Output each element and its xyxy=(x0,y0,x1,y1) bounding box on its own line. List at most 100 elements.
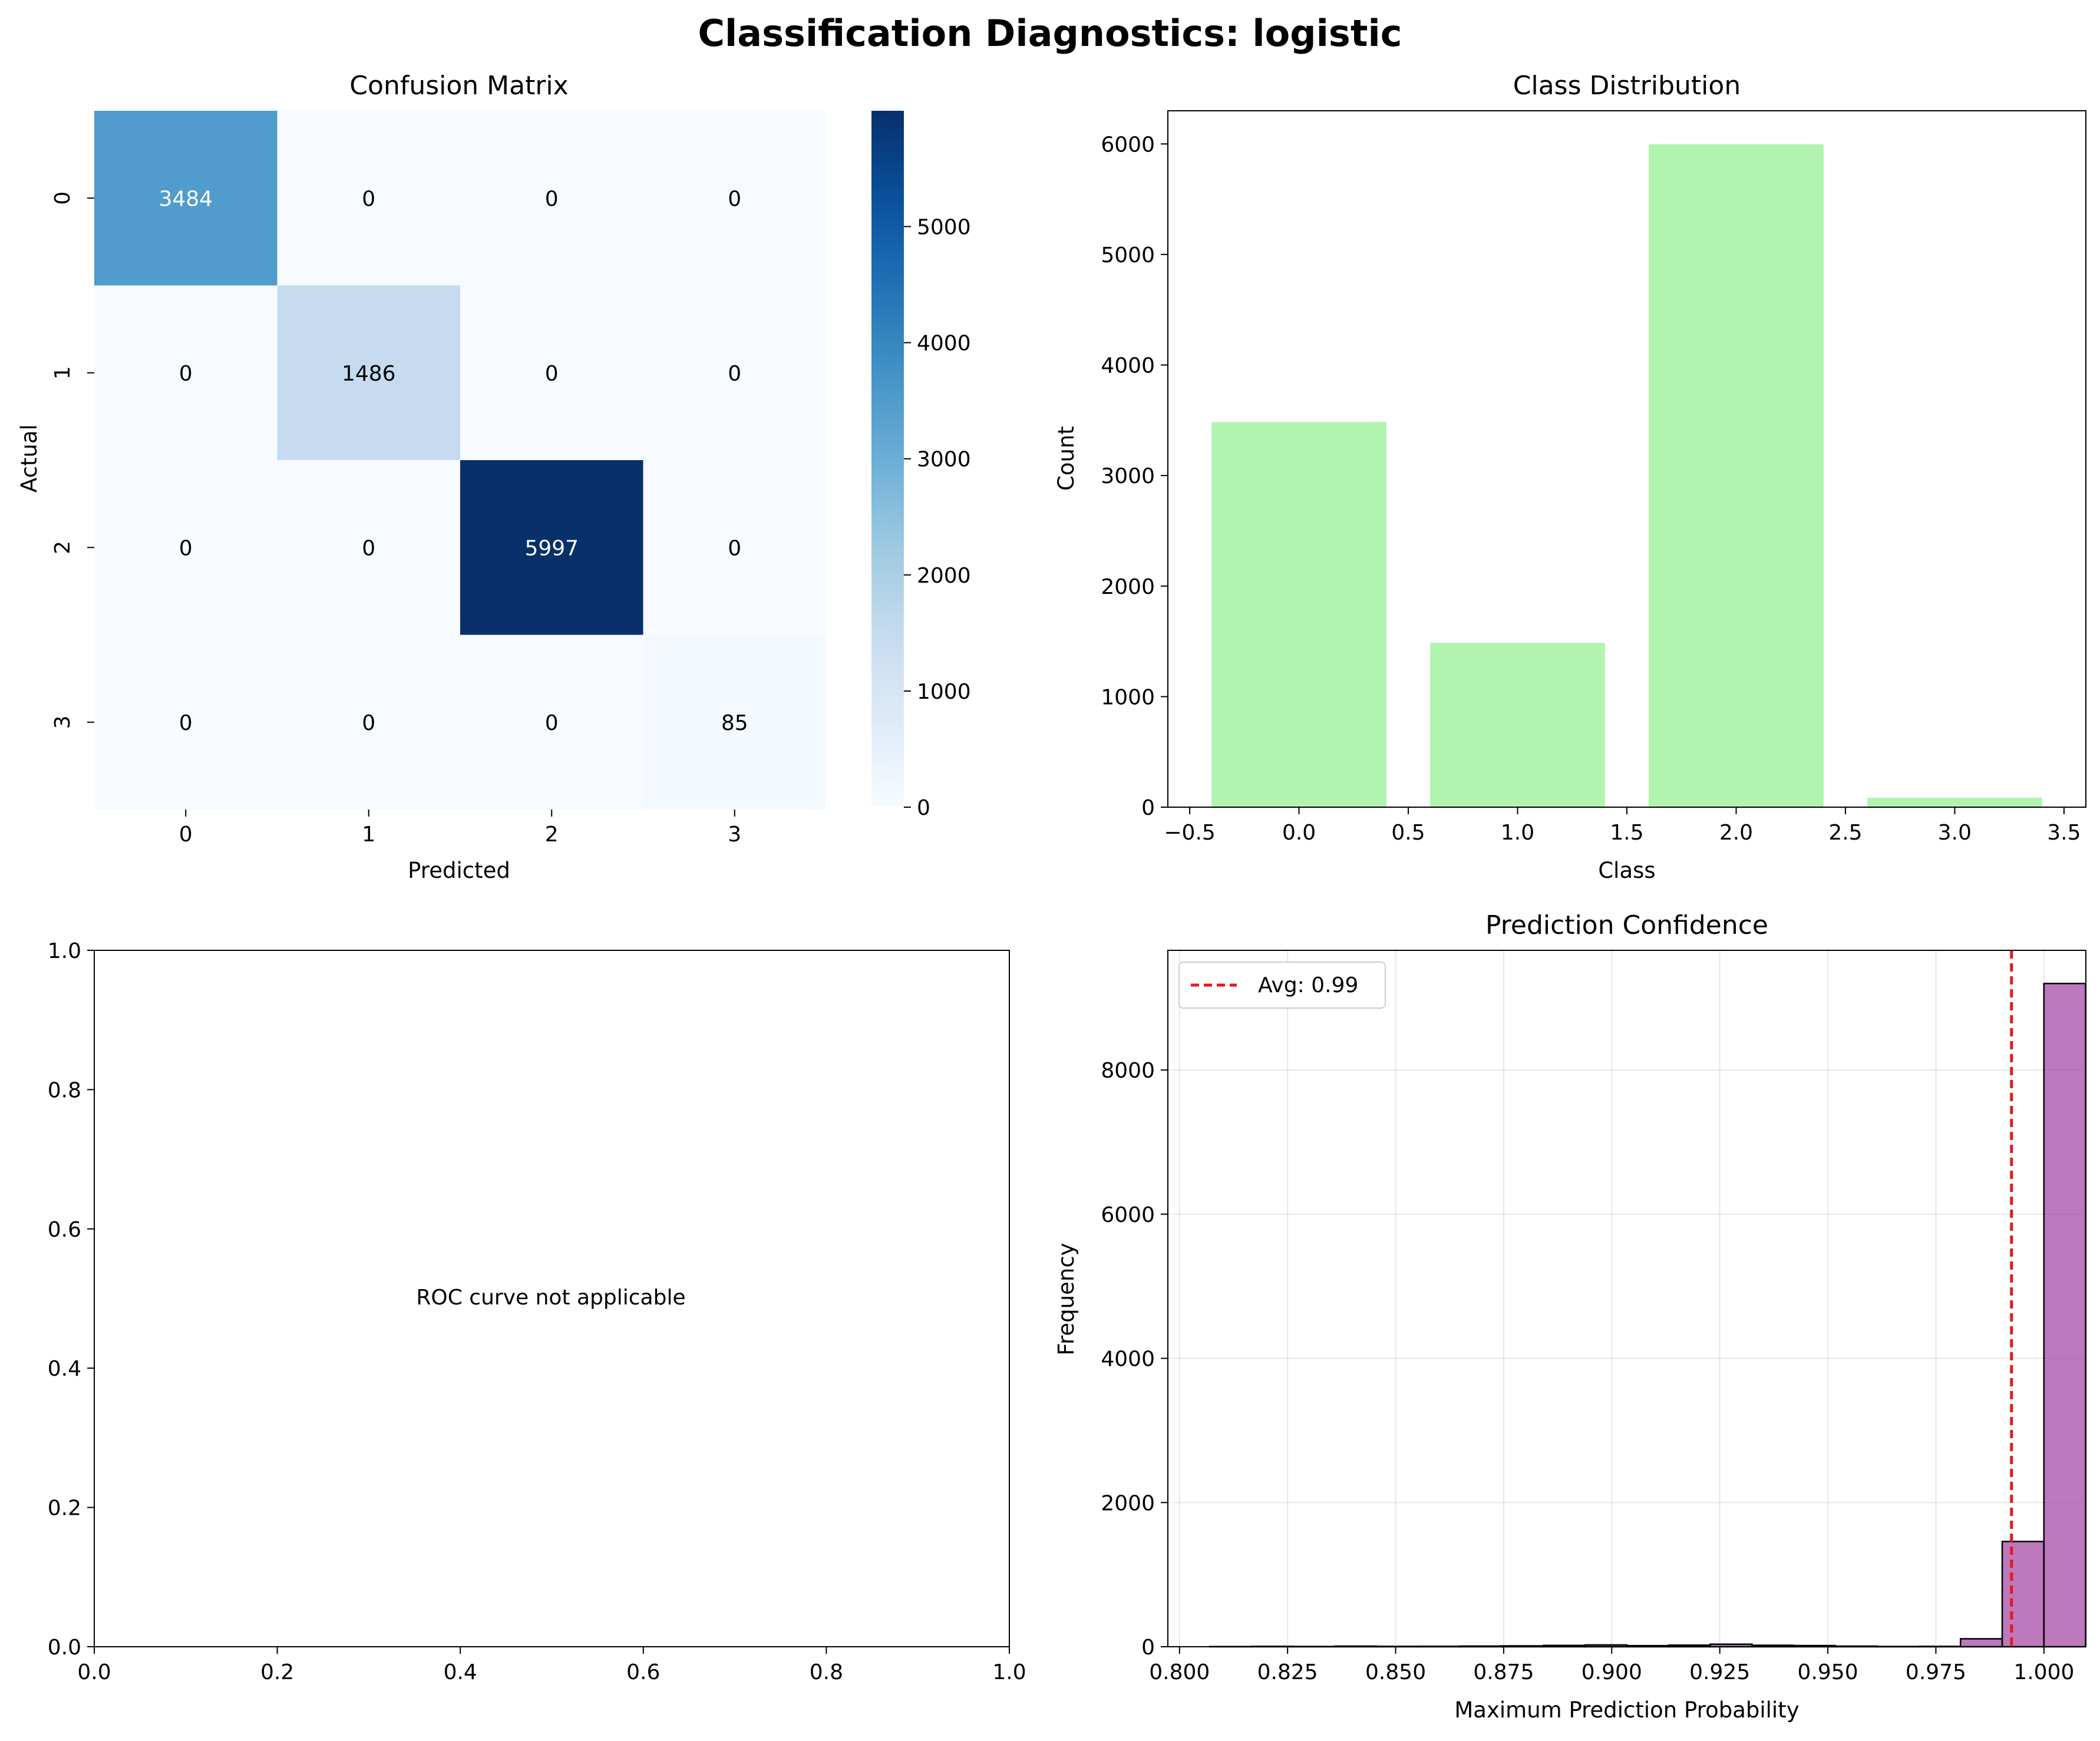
colorbar-gradient xyxy=(871,111,904,807)
roc-frame xyxy=(94,950,1010,1647)
pc-xtick-label: 0.825 xyxy=(1257,1660,1318,1684)
cm-cell-label: 0 xyxy=(179,711,193,735)
cm-cell xyxy=(94,111,278,286)
roc-ytick-label: 0.0 xyxy=(48,1636,81,1660)
colorbar-tick-label: 0 xyxy=(917,796,930,820)
roc-xtick-label: 0.4 xyxy=(444,1660,477,1684)
pc-ytick-label: 4000 xyxy=(1101,1347,1155,1372)
cm-cell xyxy=(277,635,461,810)
pc-ytick-label: 2000 xyxy=(1101,1491,1155,1515)
cd-ytick-label: 4000 xyxy=(1101,354,1155,378)
pc-xtick-label: 0.900 xyxy=(1581,1660,1642,1684)
cm-cell-label: 5997 xyxy=(524,536,579,560)
cm-xtick-label: 0 xyxy=(179,822,193,847)
cm-cell-label: 0 xyxy=(728,362,741,386)
confusion-matrix-colorbar: 0 1000 2000 3000 4000 5000 xyxy=(871,111,971,820)
legend-label: Avg: 0.99 xyxy=(1258,973,1358,997)
pc-xtick-label: 0.850 xyxy=(1365,1660,1426,1684)
class-bar xyxy=(1867,798,2042,807)
prediction-confidence-plot: 0.800 0.825 0.850 0.875 0.900 0.925 0.950 0.975… xyxy=(1101,950,2086,1684)
cm-cell xyxy=(643,285,827,461)
cm-cell xyxy=(643,111,827,286)
roc-xtick-label: 0.8 xyxy=(810,1660,843,1684)
cm-cell-label: 0 xyxy=(545,711,559,735)
cm-cell xyxy=(277,460,461,635)
pc-xtick-label: 1.000 xyxy=(2013,1660,2074,1684)
colorbar-tick-label: 2000 xyxy=(917,564,971,588)
cm-cell-label: 85 xyxy=(721,711,748,735)
histogram-bar xyxy=(2043,983,2086,1648)
cm-cell xyxy=(643,460,827,635)
class-distribution-ylabel: Count xyxy=(1054,426,1079,491)
pc-xtick-label: 0.975 xyxy=(1906,1660,1966,1684)
pc-xtick-label: 0.800 xyxy=(1149,1660,1210,1684)
colorbar-tick-label: 5000 xyxy=(917,216,971,240)
cm-cell xyxy=(94,460,278,635)
cm-ytick-label: 2 xyxy=(51,541,75,554)
cm-xtick-label: 3 xyxy=(728,822,741,847)
class-bar xyxy=(1211,422,1386,807)
cm-cell xyxy=(277,111,461,286)
cd-ytick-label: 0 xyxy=(1141,796,1155,820)
cd-ytick-label: 3000 xyxy=(1101,464,1155,488)
cm-cell xyxy=(460,285,643,461)
cm-ytick-label: 0 xyxy=(51,191,75,205)
roc-ytick-label: 0.4 xyxy=(48,1357,81,1381)
confusion-matrix-title: Confusion Matrix xyxy=(349,71,568,101)
cm-cell xyxy=(460,635,643,810)
class-distribution-panel: Class Distribution −0.5 0.0 0.5 1.0 1.5 2.0 2.… xyxy=(1054,71,2086,883)
confusion-matrix-xlabel: Predicted xyxy=(408,858,510,883)
confusion-matrix-yticks: 0 1 2 3 xyxy=(51,191,94,729)
cd-ytick-label: 5000 xyxy=(1101,243,1155,267)
confusion-matrix-ylabel: Actual xyxy=(16,424,42,493)
class-distribution-xlabel: Class xyxy=(1598,858,1655,883)
cd-xtick-label: 0.0 xyxy=(1282,821,1316,845)
cm-cell-label: 3484 xyxy=(159,187,213,211)
roc-ytick-label: 0.2 xyxy=(48,1496,81,1521)
cm-cell-label: 0 xyxy=(728,536,741,560)
cd-xtick-label: 2.0 xyxy=(1719,821,1753,845)
class-distribution-plot: −0.5 0.0 0.5 1.0 1.5 2.0 2.5 3.0 3.5 0 1000 2000 300… xyxy=(1101,110,2086,845)
cm-cell-label: 0 xyxy=(179,362,193,386)
colorbar-tick-label: 3000 xyxy=(917,448,971,472)
colorbar-tick-label: 4000 xyxy=(917,332,971,356)
roc-xtick-label: 0.0 xyxy=(77,1660,111,1684)
cm-cell xyxy=(94,285,278,461)
roc-ytick-label: 0.8 xyxy=(48,1078,81,1102)
pc-frame xyxy=(1167,950,2086,1647)
cd-xtick-label: 3.5 xyxy=(2047,821,2081,845)
prediction-confidence-xlabel: Maximum Prediction Probability xyxy=(1454,1697,1799,1723)
roc-xtick-label: 1.0 xyxy=(992,1660,1026,1684)
cm-cell-label: 1486 xyxy=(342,362,396,386)
confusion-matrix-panel: Confusion Matrix 3484 0 0 00 1486 0 00 0 5997 00 0… xyxy=(16,71,971,883)
cd-ytick-label: 1000 xyxy=(1101,685,1155,709)
cm-cell-label: 0 xyxy=(545,362,559,386)
pc-xtick-label: 0.875 xyxy=(1473,1660,1534,1684)
cm-xtick-label: 2 xyxy=(545,822,559,847)
cm-cell-label: 0 xyxy=(179,536,193,560)
cm-cell-label: 0 xyxy=(545,187,559,211)
class-distribution-title: Class Distribution xyxy=(1513,71,1741,101)
histogram-bar xyxy=(2001,1541,2045,1648)
cd-frame xyxy=(1167,110,2086,808)
figure-title: Classification Diagnostics: logistic xyxy=(698,12,1402,55)
cd-xtick-label: 2.5 xyxy=(1828,821,1862,845)
cm-xtick-label: 1 xyxy=(362,822,375,847)
pc-xtick-label: 0.950 xyxy=(1798,1660,1858,1684)
roc-xtick-label: 0.2 xyxy=(260,1660,294,1684)
prediction-confidence-ylabel: Frequency xyxy=(1054,1243,1079,1355)
colorbar-tick-label: 1000 xyxy=(917,680,971,704)
cm-ytick-label: 1 xyxy=(51,366,75,379)
pc-xtick-label: 0.925 xyxy=(1689,1660,1750,1684)
roc-ytick-label: 0.6 xyxy=(48,1218,81,1242)
cd-xtick-label: 1.5 xyxy=(1610,821,1643,845)
cd-ytick-label: 2000 xyxy=(1101,575,1155,599)
class-bar xyxy=(1649,144,1824,807)
pc-ytick-label: 8000 xyxy=(1101,1059,1155,1083)
cm-cell xyxy=(94,635,278,810)
cd-xtick-label: −0.5 xyxy=(1164,821,1215,845)
cm-cell xyxy=(460,111,643,286)
cm-cell-label: 0 xyxy=(362,187,375,211)
cd-xtick-label: 0.5 xyxy=(1391,821,1425,845)
